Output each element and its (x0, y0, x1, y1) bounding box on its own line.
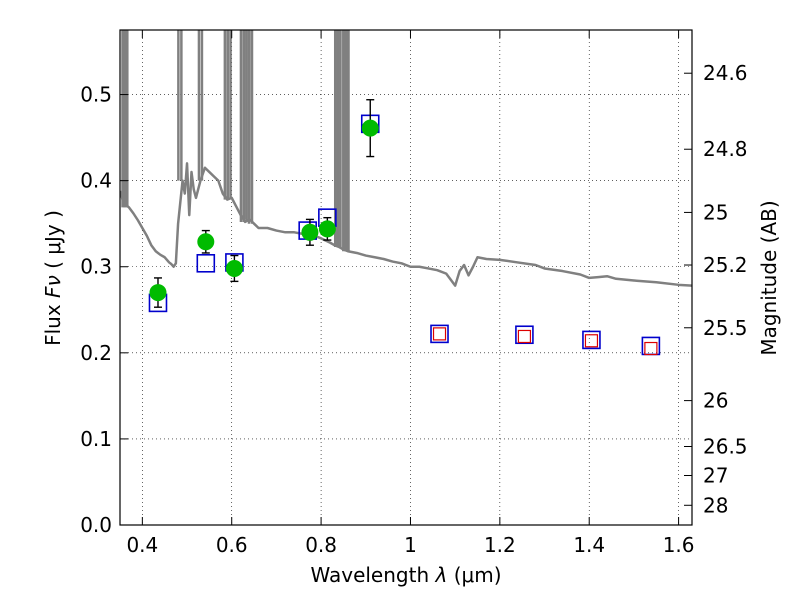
observed-photometry-point (361, 119, 379, 137)
upper-limit-square (517, 329, 532, 344)
y-right-tick-label: 26 (703, 389, 728, 413)
x-axis-label-unit: (μm) (454, 563, 502, 587)
y-right-tick-label: 25.2 (703, 253, 748, 277)
y-right-tick-label: 28 (703, 493, 728, 517)
y-right-tick-label: 26.5 (703, 434, 748, 458)
x-tick-label: 1.4 (573, 533, 605, 557)
upper-limit-square (584, 334, 599, 348)
photometry-markers (148, 99, 661, 356)
y-axis-label: Flux Fν ( μJy ) (41, 210, 65, 346)
sed-curve (120, 162, 692, 287)
model-photometry-square (582, 330, 601, 350)
y-tick-label: 0.3 (80, 255, 112, 279)
y-tick-label: 0.1 (80, 427, 112, 451)
model-photometry-square (196, 253, 216, 273)
observed-photometry-point (197, 233, 215, 251)
y-right-tick-label: 24.8 (703, 137, 748, 161)
model-photometry-square (515, 325, 534, 345)
emission-line-spike (247, 30, 254, 224)
emission-line-spike (123, 30, 129, 208)
x-tick-label: 0.4 (126, 533, 158, 557)
emission-line-spike (177, 30, 183, 181)
y-tick-label: 0.5 (80, 83, 112, 107)
y-axis-label-symbol: Fν (41, 275, 65, 298)
y-axis-label-unit: ( μJy ) (41, 210, 65, 269)
model-sed-line (120, 162, 692, 287)
upper-limit-square (432, 327, 447, 341)
emission-line-spike (197, 30, 204, 181)
x-axis-label-symbol: λ (435, 563, 448, 587)
emission-line-spike (226, 30, 232, 198)
y-tick-label: 0.0 (80, 513, 112, 537)
observed-photometry-point (318, 220, 336, 238)
y-tick-label: 0.2 (80, 341, 112, 365)
x-tick-label: 1.2 (484, 533, 516, 557)
observed-photometry-point (149, 284, 167, 302)
y-right-tick-label: 24.6 (703, 61, 748, 85)
model-photometry-square (430, 324, 449, 344)
x-axis-label-text: Wavelength (310, 563, 429, 587)
x-tick-label: 1 (404, 533, 417, 557)
emission-spikes (121, 30, 350, 252)
y-right-tick-label: 25 (703, 200, 728, 224)
x-tick-label: 0.8 (305, 533, 337, 557)
emission-line-spike (336, 30, 342, 247)
y-tick-label: 0.4 (80, 169, 112, 193)
x-tick-label: 0.6 (216, 533, 248, 557)
observed-photometry-point (301, 223, 319, 241)
ticks: 0.4 0.6 0.8 1 1.2 1.4 1.6 0.0 0.1 0.2 0.3 0.4 0.5 24.… (80, 30, 748, 557)
x-tick-label: 1.6 (663, 533, 695, 557)
observed-photometry-point (225, 259, 243, 277)
y-right-tick-label: 27 (703, 464, 728, 488)
y-right-tick-label: 25.5 (703, 316, 748, 340)
x-axis-label: Wavelength λ (μm) (310, 563, 501, 587)
emission-line-spike (344, 30, 350, 252)
upper-limit-square (644, 341, 658, 356)
plot-frame (119, 29, 693, 526)
y-right-axis-label: Magnitude (AB) (757, 200, 781, 355)
y-axis-label-text: Flux (41, 304, 65, 346)
